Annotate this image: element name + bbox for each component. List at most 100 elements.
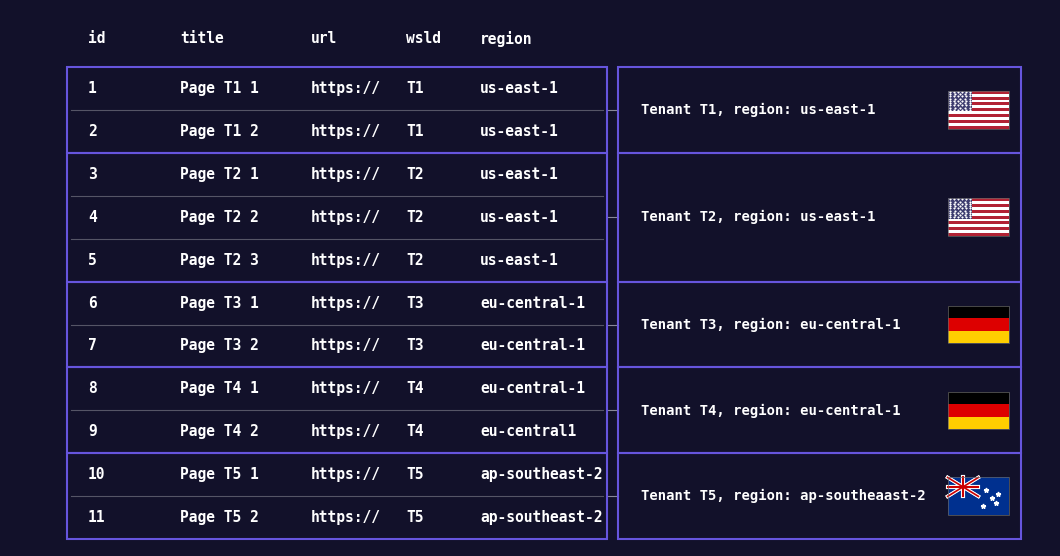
Text: eu-central1: eu-central1 bbox=[480, 424, 577, 439]
Text: https://: https:// bbox=[311, 381, 381, 396]
Bar bbox=[948, 306, 1009, 344]
Text: url: url bbox=[311, 32, 337, 46]
Text: T2: T2 bbox=[406, 252, 424, 267]
Text: Page T2 2: Page T2 2 bbox=[180, 210, 259, 225]
Bar bbox=[948, 318, 1009, 331]
Bar bbox=[948, 331, 1009, 344]
Bar bbox=[948, 391, 1009, 429]
Bar bbox=[948, 105, 1009, 108]
Text: Tenant T1, region: us-east-1: Tenant T1, region: us-east-1 bbox=[641, 103, 876, 117]
Bar bbox=[948, 219, 1009, 221]
Bar bbox=[948, 126, 1009, 128]
Text: T5: T5 bbox=[406, 510, 424, 525]
Bar bbox=[948, 123, 1009, 126]
Text: Tenant T4, region: eu-central-1: Tenant T4, region: eu-central-1 bbox=[641, 403, 901, 418]
Bar bbox=[948, 100, 1009, 102]
Bar bbox=[948, 478, 1009, 515]
Text: ap-southeast-2: ap-southeast-2 bbox=[480, 510, 603, 525]
Text: 7: 7 bbox=[88, 339, 96, 354]
Bar bbox=[948, 417, 1009, 429]
Text: id: id bbox=[88, 32, 106, 46]
Bar bbox=[948, 97, 1009, 100]
Bar bbox=[948, 102, 1009, 105]
Text: Page T2 3: Page T2 3 bbox=[180, 252, 259, 267]
Text: us-east-1: us-east-1 bbox=[480, 81, 559, 96]
Text: T3: T3 bbox=[406, 296, 424, 310]
Text: 2: 2 bbox=[88, 123, 96, 138]
Text: Page T4 2: Page T4 2 bbox=[180, 424, 259, 439]
Text: 4: 4 bbox=[88, 210, 96, 225]
Text: eu-central-1: eu-central-1 bbox=[480, 381, 585, 396]
Text: 3: 3 bbox=[88, 167, 96, 182]
Text: 5: 5 bbox=[88, 252, 96, 267]
Text: Page T2 1: Page T2 1 bbox=[180, 167, 259, 182]
Text: 1: 1 bbox=[88, 81, 96, 96]
Bar bbox=[948, 117, 1009, 120]
Text: https://: https:// bbox=[311, 424, 381, 439]
Text: Tenant T2, region: us-east-1: Tenant T2, region: us-east-1 bbox=[641, 210, 876, 224]
Bar bbox=[948, 221, 1009, 225]
Text: 11: 11 bbox=[88, 510, 106, 525]
Text: Page T5 2: Page T5 2 bbox=[180, 510, 259, 525]
Text: Page T3 1: Page T3 1 bbox=[180, 296, 259, 310]
Text: T3: T3 bbox=[406, 339, 424, 354]
Text: 9: 9 bbox=[88, 424, 96, 439]
Text: T5: T5 bbox=[406, 468, 424, 483]
Bar bbox=[948, 207, 1009, 210]
Bar bbox=[948, 111, 1009, 114]
Bar bbox=[948, 204, 1009, 207]
Text: wsld: wsld bbox=[406, 32, 441, 46]
Text: us-east-1: us-east-1 bbox=[480, 210, 559, 225]
Bar bbox=[948, 227, 1009, 230]
Bar bbox=[948, 120, 1009, 123]
Bar bbox=[948, 198, 1009, 201]
Text: T4: T4 bbox=[406, 381, 424, 396]
Text: Page T5 1: Page T5 1 bbox=[180, 468, 259, 483]
Text: us-east-1: us-east-1 bbox=[480, 123, 559, 138]
Text: T1: T1 bbox=[406, 81, 424, 96]
Text: title: title bbox=[180, 32, 224, 46]
Bar bbox=[948, 233, 1009, 236]
Bar bbox=[948, 198, 972, 219]
Bar bbox=[948, 198, 1009, 236]
Bar bbox=[948, 114, 1009, 117]
Bar bbox=[948, 213, 1009, 216]
Bar bbox=[948, 404, 1009, 417]
Text: us-east-1: us-east-1 bbox=[480, 252, 559, 267]
Text: eu-central-1: eu-central-1 bbox=[480, 339, 585, 354]
Bar bbox=[948, 108, 1009, 111]
Text: Page T4 1: Page T4 1 bbox=[180, 381, 259, 396]
Bar bbox=[948, 94, 1009, 97]
Bar bbox=[948, 201, 1009, 204]
Bar bbox=[948, 216, 1009, 219]
Text: Tenant T3, region: eu-central-1: Tenant T3, region: eu-central-1 bbox=[641, 317, 901, 331]
Text: T1: T1 bbox=[406, 123, 424, 138]
Text: Tenant T5, region: ap-southeaast-2: Tenant T5, region: ap-southeaast-2 bbox=[641, 489, 926, 503]
Text: https://: https:// bbox=[311, 252, 381, 267]
Text: eu-central-1: eu-central-1 bbox=[480, 296, 585, 310]
Text: https://: https:// bbox=[311, 468, 381, 483]
Text: 6: 6 bbox=[88, 296, 96, 310]
Text: region: region bbox=[480, 31, 533, 47]
Bar bbox=[948, 91, 972, 111]
Text: https://: https:// bbox=[311, 510, 381, 525]
Text: Page T1 1: Page T1 1 bbox=[180, 81, 259, 96]
Text: https://: https:// bbox=[311, 339, 381, 354]
Text: Page T1 2: Page T1 2 bbox=[180, 123, 259, 138]
Bar bbox=[948, 478, 1009, 515]
Text: https://: https:// bbox=[311, 123, 381, 138]
Text: 10: 10 bbox=[88, 468, 106, 483]
Bar bbox=[948, 391, 1009, 404]
Text: T2: T2 bbox=[406, 167, 424, 182]
Text: Page T3 2: Page T3 2 bbox=[180, 339, 259, 354]
Bar bbox=[948, 91, 1009, 128]
Bar bbox=[948, 225, 1009, 227]
Text: https://: https:// bbox=[311, 210, 381, 225]
Text: us-east-1: us-east-1 bbox=[480, 167, 559, 182]
Text: T4: T4 bbox=[406, 424, 424, 439]
Text: T2: T2 bbox=[406, 210, 424, 225]
Text: ap-southeast-2: ap-southeast-2 bbox=[480, 468, 603, 483]
Bar bbox=[948, 210, 1009, 213]
Bar bbox=[948, 306, 1009, 318]
Bar bbox=[948, 230, 1009, 233]
